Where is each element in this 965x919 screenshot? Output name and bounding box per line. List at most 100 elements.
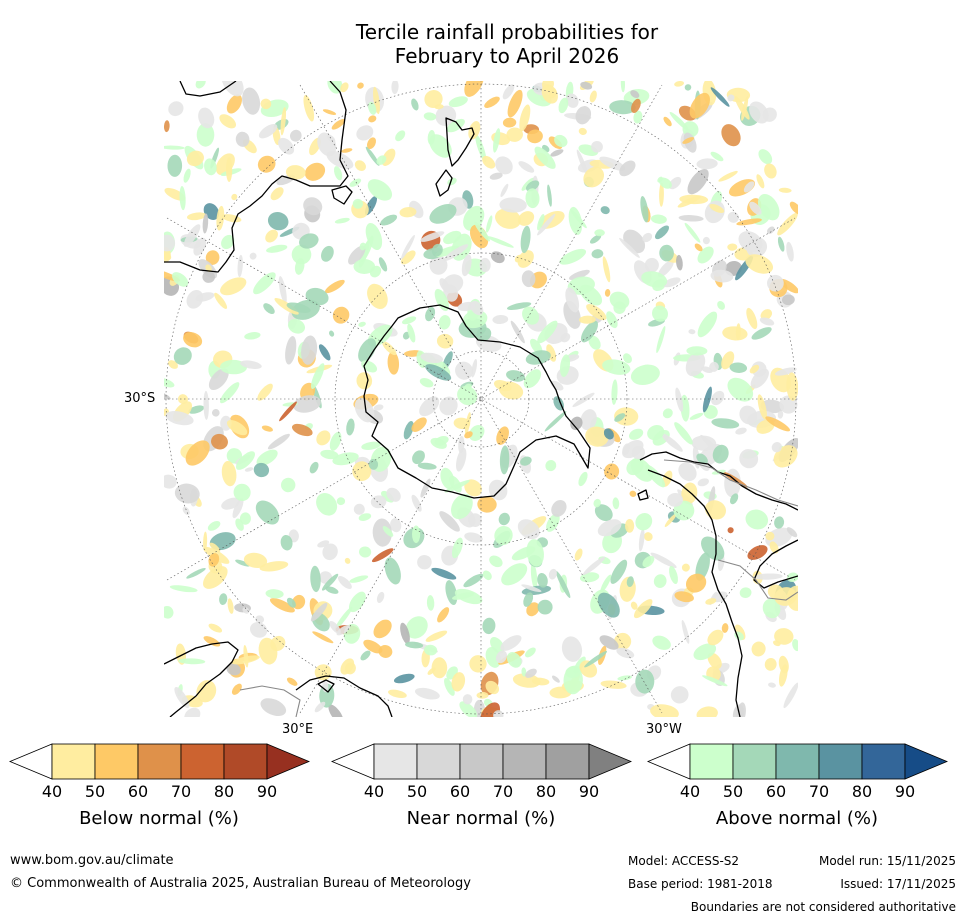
probability-patch [395, 130, 406, 142]
probability-patch [285, 165, 306, 180]
probability-patch [589, 234, 602, 244]
probability-patch [174, 483, 200, 504]
probability-patch [451, 672, 466, 692]
probability-patch [604, 289, 611, 297]
probability-patch [551, 675, 560, 683]
probability-patch [304, 162, 326, 181]
probability-patch [545, 460, 557, 472]
probability-patch [747, 545, 768, 560]
probability-patch [329, 431, 342, 451]
probability-patch [376, 155, 387, 165]
probability-patch [650, 552, 677, 568]
probability-patch [405, 641, 424, 649]
probability-patch [656, 326, 666, 353]
probability-patch [638, 528, 645, 552]
probability-patch [778, 655, 789, 674]
probability-patch [464, 81, 484, 97]
probability-patch [489, 555, 503, 568]
probability-patch [589, 90, 597, 103]
tick-label: 50 [722, 782, 744, 801]
probability-patch [518, 211, 535, 226]
probability-patch [434, 288, 449, 312]
probability-patch [630, 364, 660, 386]
probability-patch [653, 574, 667, 588]
probability-patch [659, 182, 664, 207]
website-link[interactable]: www.bom.gov.au/climate [10, 853, 174, 868]
probability-patch [177, 394, 189, 405]
probability-patch [316, 430, 331, 446]
probability-patch [393, 673, 415, 684]
new-zealand-north [445, 117, 475, 167]
probability-patch [759, 317, 775, 326]
probability-patch [707, 652, 722, 669]
tick-label: 60 [765, 782, 787, 801]
probability-patch [600, 680, 627, 689]
probability-patch [717, 300, 726, 310]
probability-patch [419, 396, 440, 417]
polar-rainfall-map [164, 81, 798, 717]
probability-patch [463, 573, 484, 588]
probability-patch [183, 224, 201, 247]
probability-patch [207, 521, 221, 531]
colorbar-above-title: Above normal (%) [715, 808, 879, 829]
probability-patch [777, 410, 784, 419]
probability-patch [603, 428, 614, 440]
probability-patch [643, 532, 653, 542]
probability-patch [186, 567, 206, 579]
probability-patch [640, 195, 649, 223]
tasmania [317, 679, 335, 693]
probability-patch [594, 229, 605, 237]
probability-patch [711, 418, 740, 429]
probability-patch [537, 599, 553, 615]
probability-patch [506, 652, 522, 668]
probability-patch [727, 527, 734, 534]
probability-patch [558, 97, 569, 114]
colorbar-swatch [545, 743, 590, 780]
tick-label: 40 [41, 782, 63, 801]
colorbar-swatch [94, 743, 139, 780]
probability-patch [696, 158, 718, 170]
probability-patch [167, 154, 183, 177]
probability-patch [231, 655, 260, 665]
probability-patch [520, 225, 531, 254]
tick-label: 70 [170, 782, 192, 801]
probability-patch [702, 675, 728, 687]
probability-patch [710, 269, 734, 283]
probability-patch [294, 258, 305, 275]
probability-patch [333, 166, 343, 181]
probability-patch [464, 479, 482, 497]
probability-patch [167, 360, 179, 369]
probability-patch [305, 287, 329, 306]
probability-patch [652, 635, 671, 650]
probability-patch [403, 421, 414, 440]
probability-patch [686, 346, 708, 356]
probability-patch [556, 571, 571, 599]
probability-patch [358, 513, 372, 521]
probability-patch [486, 215, 493, 233]
probability-patch [390, 518, 402, 533]
probability-patch [270, 187, 284, 201]
probability-patch [550, 380, 564, 391]
probability-patch [469, 655, 487, 673]
probability-patch [631, 98, 641, 113]
probability-patch [196, 123, 215, 147]
probability-patch [622, 443, 630, 456]
probability-patch [599, 156, 626, 171]
probability-patch [525, 668, 537, 678]
probability-patch [774, 587, 797, 606]
probability-patch [739, 449, 759, 469]
probability-patch [479, 257, 491, 273]
probability-patch [697, 311, 718, 338]
probability-patch [599, 635, 619, 650]
probability-patch [527, 129, 543, 144]
probability-patch [614, 407, 639, 426]
probability-patch [693, 643, 717, 661]
probability-patch [265, 229, 278, 243]
probability-patch [667, 492, 683, 507]
probability-patch [512, 673, 541, 688]
probability-patch [220, 277, 247, 296]
probability-patch [400, 622, 410, 644]
probability-patch [443, 230, 462, 245]
probability-patch [196, 680, 217, 703]
probability-patch [242, 607, 250, 614]
